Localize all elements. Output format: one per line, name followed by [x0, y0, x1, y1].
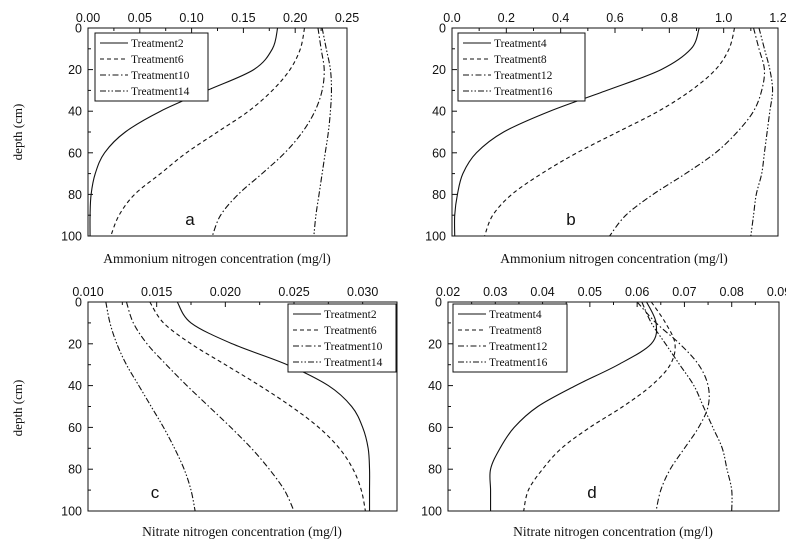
series-line-treatment12	[610, 28, 765, 236]
panel-letter: a	[185, 210, 195, 229]
x-axis-title: Ammonium nitrogen concentration (mg/l)	[103, 251, 331, 266]
x-tick-label: 0.25	[335, 11, 359, 25]
y-tick-label: 20	[428, 337, 442, 351]
x-tick-label: 0.03	[483, 285, 507, 299]
y-tick-label: 0	[435, 296, 442, 310]
x-tick-label: 0.4	[552, 11, 569, 25]
panel-c: 0.010 0.015 0.020 0.025 0.030 0 20 40 60 80 100 dep…	[10, 285, 397, 539]
series-line-treatment16	[642, 302, 732, 511]
x-tick-label: 0.05	[128, 11, 152, 25]
legend: Treatment4 Treatment8 Treatment12 Treatment…	[453, 304, 567, 372]
panel-b: 0.0 0.2 0.4 0.6 0.8 1.0 1.2 0 20 40 60 80 100 Ammoniu…	[425, 11, 786, 266]
y-tick-label: 100	[61, 505, 82, 519]
legend-label: Treatment14	[131, 86, 190, 98]
x-tick-label: 1.0	[715, 11, 732, 25]
y-tick-label: 20	[432, 63, 446, 77]
x-tick-label: 0.04	[530, 285, 554, 299]
legend-label: Treatment12	[494, 70, 553, 82]
series-line-treatment10	[212, 28, 324, 236]
y-tick-label: 40	[432, 105, 446, 119]
x-axis-title: Nitrate nitrogen concentration (mg/l)	[142, 524, 342, 539]
legend-label: Treatment4	[494, 38, 547, 50]
x-tick-label: 1.2	[769, 11, 786, 25]
x-tick-label: 0.2	[498, 11, 515, 25]
legend: Treatment4 Treatment8 Treatment12 Treatment…	[458, 33, 585, 101]
panel-letter: c	[151, 483, 160, 502]
y-tick-label: 100	[61, 230, 82, 244]
y-tick-label: 40	[68, 379, 82, 393]
y-tick-label: 60	[68, 146, 82, 160]
panel-letter: d	[587, 483, 596, 502]
x-tick-label: 0.6	[606, 11, 623, 25]
series-line-treatment12	[637, 302, 709, 511]
y-axis-title: depth (cm)	[10, 380, 25, 437]
y-tick-label: 80	[428, 463, 442, 477]
y-tick-label: 0	[75, 22, 82, 36]
legend-label: Treatment2	[324, 309, 377, 321]
legend-label: Treatment10	[324, 341, 383, 353]
y-tick-label: 40	[68, 105, 82, 119]
y-tick-label: 0	[75, 296, 82, 310]
y-tick-label: 0	[439, 22, 446, 36]
legend-label: Treatment4	[489, 309, 542, 321]
legend-label: Treatment12	[489, 341, 548, 353]
y-tick-label: 80	[432, 188, 446, 202]
legend: Treatment2 Treatment6 Treatment10 Treatment…	[95, 33, 208, 101]
legend-label: Treatment16	[494, 86, 553, 98]
y-tick-label: 60	[428, 421, 442, 435]
y-tick-label: 80	[68, 463, 82, 477]
x-tick-label: 0.08	[720, 285, 744, 299]
x-tick-label: 0.030	[347, 285, 378, 299]
legend-label: Treatment2	[131, 38, 184, 50]
x-axis-title: Ammonium nitrogen concentration (mg/l)	[500, 251, 728, 266]
legend: Treatment2 Treatment6 Treatment10 Treatment…	[288, 304, 396, 372]
legend-label: Treatment8	[494, 54, 547, 66]
x-tick-label: 0.015	[141, 285, 172, 299]
panel-d: 0.02 0.03 0.04 0.05 0.06 0.07 0.08 0.09 0 20 40 60 8…	[421, 285, 786, 539]
series-line-treatment14	[314, 28, 332, 236]
legend-label: Treatment6	[131, 54, 184, 66]
x-tick-label: 0.07	[672, 285, 696, 299]
y-tick-label: 20	[68, 63, 82, 77]
x-tick-label: 0.025	[278, 285, 309, 299]
y-tick-label: 100	[425, 230, 446, 244]
y-tick-label: 60	[68, 421, 82, 435]
y-axis-title: depth (cm)	[10, 104, 25, 161]
y-tick-label: 40	[428, 379, 442, 393]
y-tick-label: 80	[68, 188, 82, 202]
legend-label: Treatment10	[131, 70, 190, 82]
x-tick-label: 0.8	[661, 11, 678, 25]
x-axis-title: Nitrate nitrogen concentration (mg/l)	[513, 524, 713, 539]
legend-label: Treatment8	[489, 325, 542, 337]
x-tick-label: 0.20	[283, 11, 307, 25]
x-tick-label: 0.10	[179, 11, 203, 25]
x-tick-label: 0.06	[625, 285, 649, 299]
x-tick-label: 0.09	[767, 285, 786, 299]
y-tick-label: 100	[421, 505, 442, 519]
x-tick-label: 0.05	[578, 285, 602, 299]
x-tick-label: 0.020	[210, 285, 241, 299]
x-tick-label: 0.15	[231, 11, 255, 25]
y-tick-label: 20	[68, 337, 82, 351]
series-line-treatment14	[106, 302, 195, 511]
legend-label: Treatment16	[489, 357, 548, 369]
legend-label: Treatment14	[324, 357, 383, 369]
panel-letter: b	[566, 210, 575, 229]
panel-a: 0.00 0.05 0.10 0.15 0.20 0.25 0 20 40 60 80 100 dept…	[10, 11, 359, 266]
series-line-treatment16	[751, 28, 773, 236]
y-tick-label: 60	[432, 146, 446, 160]
legend-label: Treatment6	[324, 325, 377, 337]
